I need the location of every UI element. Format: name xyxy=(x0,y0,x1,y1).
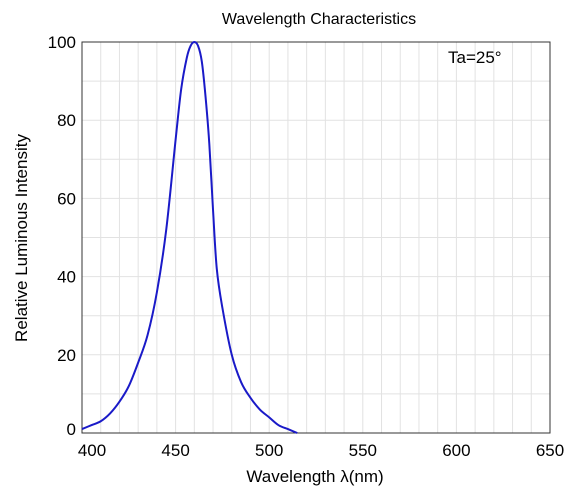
x-tick-label: 400 xyxy=(78,441,106,460)
series-line xyxy=(81,41,298,434)
y-tick-label: 100 xyxy=(48,33,76,52)
chart-title: Wavelength Characteristics xyxy=(222,11,416,28)
y-tick-label: 20 xyxy=(57,346,76,365)
x-tick-label: 600 xyxy=(442,441,470,460)
grid xyxy=(82,42,550,433)
x-tick-label: 550 xyxy=(349,441,377,460)
chart-annotation: Ta=25° xyxy=(448,48,502,67)
x-tick-label: 650 xyxy=(536,441,564,460)
y-tick-label: 60 xyxy=(57,189,76,208)
y-tick-label: 0 xyxy=(67,420,76,439)
x-tick-label: 500 xyxy=(255,441,283,460)
plot-frame xyxy=(81,41,551,434)
y-axis-label: Relative Luminous Intensity xyxy=(12,134,31,342)
x-tick-label: 450 xyxy=(161,441,189,460)
y-axis: 0 20 40 60 80 100 xyxy=(48,33,76,439)
x-axis: 400 450 500 550 600 650 xyxy=(78,441,564,460)
y-tick-label: 80 xyxy=(57,111,76,130)
x-axis-label: Wavelength λ(nm) xyxy=(246,467,383,486)
y-tick-label: 40 xyxy=(57,268,76,287)
